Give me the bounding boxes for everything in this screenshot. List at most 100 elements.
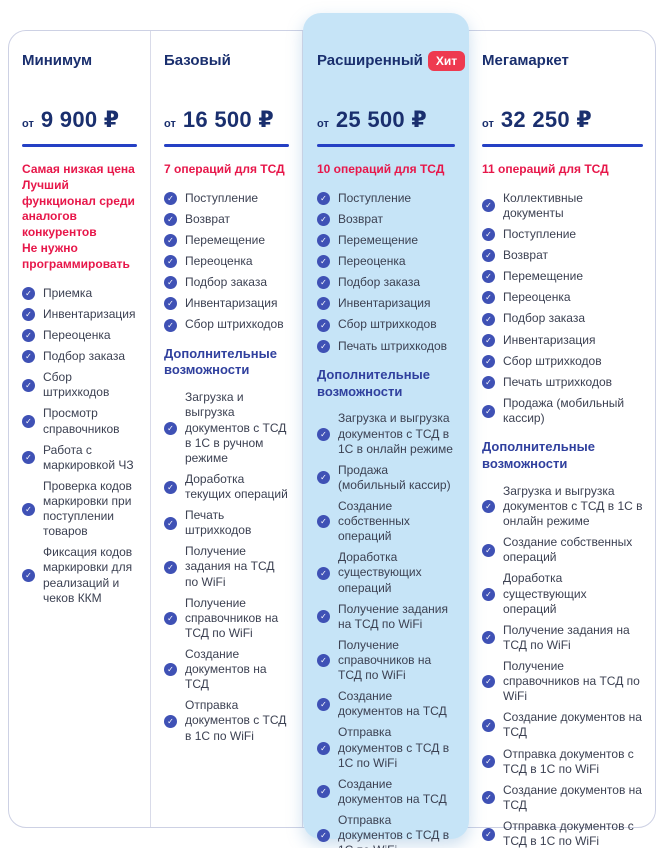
pricing-plan-card: Минимум от 9 900 ₽ Самая низкая цена Луч… — [9, 31, 151, 827]
feature-label: Сбор штрихкодов — [185, 317, 284, 332]
feature-item: ✓ Инвентаризация — [22, 307, 137, 322]
feature-item: ✓ Просмотр справочников — [22, 406, 137, 436]
feature-item: ✓ Приемка — [22, 286, 137, 301]
check-icon: ✓ — [482, 333, 495, 347]
check-icon: ✓ — [482, 500, 495, 514]
feature-item: ✓ Переоценка — [317, 254, 455, 269]
feature-label: Проверка кодов маркировки при поступлени… — [43, 478, 132, 539]
check-icon: ✓ — [22, 451, 35, 465]
feature-label: Просмотр справочников — [43, 406, 120, 436]
check-icon: ✓ — [482, 270, 495, 284]
check-icon: ✓ — [317, 234, 330, 248]
check-icon: ✓ — [482, 755, 495, 769]
feature-item: ✓ Поступление — [317, 191, 455, 206]
price-prefix-label: от — [317, 118, 329, 130]
price-prefix-label: от — [164, 118, 176, 130]
plan-tagline: Самая низкая цена Лучший функционал сред… — [22, 162, 135, 271]
check-icon: ✓ — [22, 502, 35, 516]
price-value: 16 500 ₽ — [182, 107, 274, 132]
feature-label: Доработка существующих операций — [503, 571, 587, 616]
feature-item: ✓ Сбор штрихкодов — [164, 317, 289, 332]
check-icon: ✓ — [482, 791, 495, 805]
check-icon: ✓ — [482, 249, 495, 263]
check-icon: ✓ — [317, 697, 330, 711]
check-icon: ✓ — [164, 663, 177, 677]
check-icon: ✓ — [317, 741, 330, 755]
feature-item: ✓ Создание документов на ТСД — [482, 783, 643, 813]
feature-label: Создание документов на ТСД — [338, 689, 447, 719]
pricing-plan-card: Мегамаркет от 32 250 ₽ 11 операций для Т… — [469, 31, 656, 848]
price-underline — [22, 144, 137, 147]
feature-item: ✓ Проверка кодов маркировки при поступле… — [22, 479, 137, 539]
feature-label: Подбор заказа — [503, 311, 585, 326]
check-icon: ✓ — [164, 191, 177, 205]
hit-badge: Хит — [427, 51, 466, 71]
check-icon: ✓ — [317, 339, 330, 353]
check-icon: ✓ — [482, 631, 495, 645]
feature-item: ✓ Сбор штрихкодов — [317, 317, 455, 332]
feature-item: ✓ Поступление — [482, 227, 643, 242]
feature-label: Получение задания на ТСД по WiFi — [503, 622, 630, 652]
feature-label: Подбор заказа — [185, 275, 267, 290]
feature-item: ✓ Возврат — [482, 248, 643, 263]
feature-label: Сбор штрихкодов — [43, 370, 110, 400]
check-icon: ✓ — [317, 829, 330, 843]
feature-item: ✓ Подбор заказа — [164, 275, 289, 290]
extra-features-heading: Дополнительные возможности — [164, 345, 277, 378]
feature-item: ✓ Продажа (мобильный кассир) — [317, 463, 455, 493]
feature-item: ✓ Получение справочников на ТСД по WiFi — [164, 596, 289, 641]
feature-label: Создание документов на ТСД — [503, 782, 642, 812]
feature-item: ✓ Переоценка — [22, 328, 137, 343]
feature-label: Получение задания на ТСД по WiFi — [338, 601, 448, 631]
feature-label: Загрузка и выгрузка документов с ТСД в 1… — [185, 390, 287, 465]
check-icon: ✓ — [317, 566, 330, 580]
plan-price: от 32 250 ₽ — [482, 107, 643, 133]
feature-item: ✓ Доработка существующих операций — [317, 550, 455, 595]
plan-price: от 25 500 ₽ — [317, 107, 455, 133]
check-icon: ✓ — [164, 318, 177, 332]
feature-label: Получение справочников на ТСД по WiFi — [185, 595, 279, 640]
feature-item: ✓ Отправка документов с ТСД в 1С по WiFi — [164, 698, 289, 743]
features-list: ✓ Коллективные документы ✓ Поступление ✓… — [482, 191, 643, 426]
check-icon: ✓ — [482, 312, 495, 326]
check-icon: ✓ — [164, 480, 177, 494]
check-icon: ✓ — [317, 212, 330, 226]
feature-item: ✓ Поступление — [164, 191, 289, 206]
check-icon: ✓ — [164, 714, 177, 728]
check-icon: ✓ — [164, 255, 177, 269]
check-icon: ✓ — [482, 543, 495, 557]
check-icon: ✓ — [22, 286, 35, 300]
feature-label: Фиксация кодов маркировки для реализаций… — [43, 545, 133, 605]
feature-item: ✓ Подбор заказа — [22, 349, 137, 364]
feature-label: Подбор заказа — [338, 275, 420, 290]
feature-label: Создание документов на ТСД — [185, 647, 267, 692]
check-icon: ✓ — [482, 718, 495, 732]
check-icon: ✓ — [317, 318, 330, 332]
check-icon: ✓ — [164, 276, 177, 290]
feature-item: ✓ Загрузка и выгрузка документов с ТСД в… — [482, 484, 643, 529]
feature-item: ✓ Подбор заказа — [482, 311, 643, 326]
feature-item: ✓ Получение справочников на ТСД по WiFi — [317, 638, 455, 683]
feature-label: Создание документов на ТСД — [338, 776, 447, 806]
extra-features-list: ✓ Загрузка и выгрузка документов с ТСД в… — [482, 484, 643, 848]
features-list: ✓ Поступление ✓ Возврат ✓ Перемещение ✓ … — [317, 191, 455, 354]
feature-item: ✓ Доработка существующих операций — [482, 571, 643, 616]
feature-label: Доработка текущих операций — [185, 471, 288, 502]
feature-item: ✓ Инвентаризация — [482, 333, 643, 348]
feature-label: Инвентаризация — [43, 306, 136, 321]
feature-item: ✓ Отправка документов с ТСД в 1С по WiFi — [317, 725, 455, 770]
feature-item: ✓ Переоценка — [482, 290, 643, 305]
check-icon: ✓ — [482, 199, 495, 213]
extra-features-heading: Дополнительные возможности — [317, 366, 430, 399]
feature-item: ✓ Сбор штрихкодов — [22, 370, 137, 400]
check-icon: ✓ — [317, 191, 330, 205]
feature-label: Создание документов на ТСД — [503, 710, 642, 740]
check-icon: ✓ — [164, 560, 177, 574]
check-icon: ✓ — [317, 785, 330, 799]
check-icon: ✓ — [164, 611, 177, 625]
feature-label: Работа с маркировкой ЧЗ — [43, 442, 134, 472]
feature-item: ✓ Возврат — [317, 212, 455, 227]
check-icon: ✓ — [164, 516, 177, 530]
feature-item: ✓ Печать штрихкодов — [317, 339, 455, 354]
pricing-table: Минимум от 9 900 ₽ Самая низкая цена Луч… — [8, 13, 656, 848]
